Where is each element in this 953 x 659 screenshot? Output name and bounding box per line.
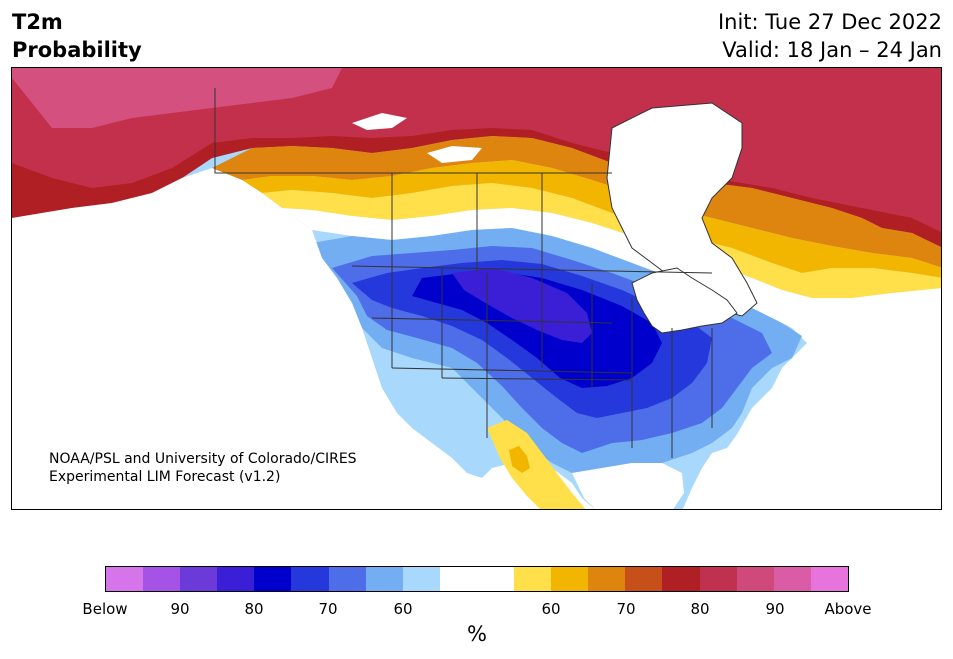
gulf-of-mexico: [572, 463, 684, 509]
colorbar-tick-label: Below: [82, 600, 128, 618]
colorbar-segment: [180, 567, 218, 591]
valid-range: Valid: 18 Jan – 24 Jan: [722, 38, 942, 62]
above-band-6: [262, 183, 941, 298]
colorbar-tick-label: 60: [393, 600, 413, 618]
colorbar-segment: [291, 567, 329, 591]
forecast-map: [11, 67, 942, 510]
colorbar-segment: [254, 567, 292, 591]
colorbar-segment: [551, 567, 589, 591]
colorbar-segment: [514, 567, 552, 591]
above-band-4: [212, 136, 941, 268]
colorbar-segment: [588, 567, 626, 591]
mexico-warm-core: [509, 446, 530, 473]
great-lakes: [631, 267, 738, 334]
map-title: T2m Probability: [12, 8, 142, 64]
colorbar-segment: [625, 567, 663, 591]
colorbar-tick-label: 90: [170, 600, 190, 618]
colorbar-segment: [106, 567, 144, 591]
colorbar-segment: [217, 567, 255, 591]
colorbar-tick-label: 80: [690, 600, 710, 618]
colorbar-segment: [476, 567, 515, 591]
credit-line-2: Experimental LIM Forecast (v1.2): [49, 469, 281, 485]
colorbar-tick-label: 80: [244, 600, 264, 618]
arctic-water-1: [352, 113, 407, 130]
above-band-5: [242, 160, 941, 278]
colorbar-segment: [662, 567, 700, 591]
colorbar-segment: [402, 567, 440, 591]
pacific-ocean: [12, 168, 521, 509]
colorbar-tick-label: 70: [616, 600, 636, 618]
above-band-3: [12, 128, 941, 248]
hudson-bay: [606, 102, 758, 317]
political-borders: [214, 88, 713, 458]
colorbar-segment: [143, 567, 181, 591]
forecast-dates: Init: Tue 27 Dec 2022 Valid: 18 Jan – 24…: [718, 8, 942, 64]
product-name: Probability: [12, 38, 142, 62]
credit-text: NOAA/PSL and University of Colorado/CIRE…: [49, 450, 357, 486]
colorbar-segment: [773, 567, 811, 591]
above-band-2: [12, 68, 342, 128]
colorbar-segment: [328, 567, 366, 591]
init-date: Init: Tue 27 Dec 2022: [717, 10, 942, 34]
colorbar-segment: [439, 567, 477, 591]
colorbar: [105, 566, 849, 592]
mexico-warm-patch: [487, 420, 586, 509]
neutral-band: [282, 208, 941, 509]
colorbar-segment: [810, 567, 848, 591]
credit-line-1: NOAA/PSL and University of Colorado/CIRE…: [49, 451, 357, 467]
colorbar-segment: [365, 567, 403, 591]
colorbar-unit: %: [467, 622, 487, 646]
map-svg: [12, 68, 941, 509]
colorbar-segment: [736, 567, 774, 591]
arctic-water-2: [427, 146, 482, 163]
variable-name: T2m: [12, 10, 63, 34]
colorbar-segment: [699, 567, 737, 591]
colorbar-tick-label: Above: [824, 600, 872, 618]
colorbar-tick-label: 60: [541, 600, 561, 618]
colorbar-tick-label: 90: [765, 600, 785, 618]
colorbar-tick-label: 70: [318, 600, 338, 618]
